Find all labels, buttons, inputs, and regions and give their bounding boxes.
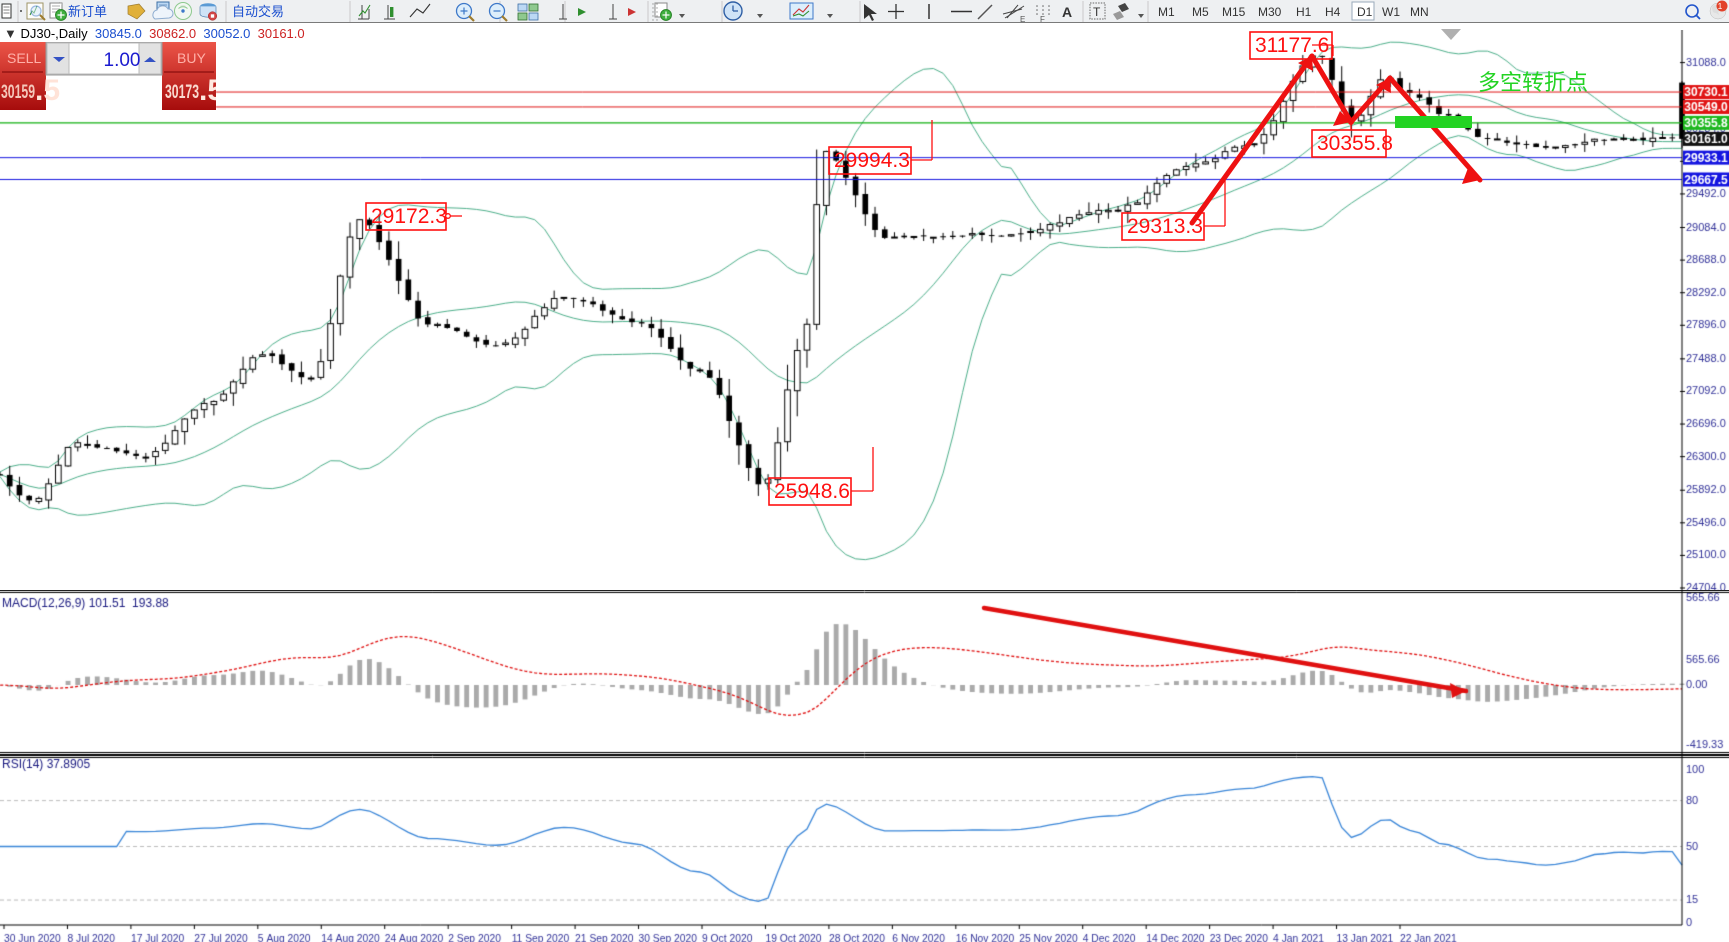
svg-text:H4: H4 [1325,5,1341,19]
svg-text:F: F [1040,15,1045,23]
svg-text:M15: M15 [1222,5,1246,19]
svg-text:29313.3: 29313.3 [1127,215,1203,238]
svg-text:BUY: BUY [177,50,206,66]
svg-text:30355.8: 30355.8 [1317,132,1393,155]
svg-text:29994.3: 29994.3 [834,149,910,172]
svg-text:D1: D1 [1357,5,1373,19]
svg-text:H1: H1 [1296,5,1312,19]
svg-text:25948.6: 25948.6 [774,480,850,503]
svg-text:M5: M5 [1192,5,1209,19]
svg-text:新订单: 新订单 [68,4,107,19]
svg-text:多空转折点: 多空转折点 [1478,70,1588,95]
svg-text:29172.3: 29172.3 [371,205,447,228]
svg-text:W1: W1 [1382,5,1400,19]
svg-text:T: T [1093,5,1101,19]
svg-text:MN: MN [1410,5,1429,19]
svg-text:M1: M1 [1158,5,1175,19]
svg-text:A: A [1062,4,1072,20]
svg-text:E: E [1020,15,1025,23]
svg-text:SELL: SELL [7,50,41,66]
svg-text:自动交易: 自动交易 [232,4,284,19]
svg-text:1: 1 [1718,1,1723,11]
svg-text:M30: M30 [1258,5,1282,19]
svg-text:1.00: 1.00 [104,50,141,71]
